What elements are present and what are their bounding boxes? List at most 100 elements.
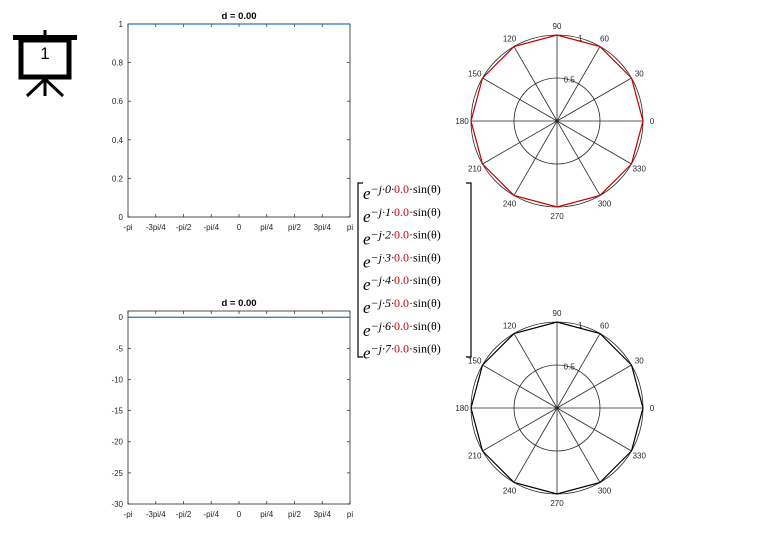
polar-top-spoke — [556, 120, 632, 165]
polar-bottom-spoke — [556, 407, 601, 483]
bottom-chart-title: d = 0.00 — [221, 298, 256, 309]
polar-top-spoke — [556, 120, 601, 196]
top-chart-x-tick-label: -pi — [124, 223, 133, 232]
matrix-row: e−j·7·0.0·sin(θ) — [363, 342, 441, 363]
polar-bottom-angle-label: 0 — [650, 404, 655, 413]
bottom-chart-x-tick-label: -pi — [124, 510, 133, 519]
top-chart-x-tick-label: pi/2 — [288, 223, 301, 232]
polar-bottom-angle-label: 60 — [600, 322, 609, 331]
polar-top-angle-label: 300 — [598, 199, 612, 208]
polar-top-angle-label: 150 — [468, 70, 482, 79]
matrix-left-bracket — [357, 182, 363, 358]
polar-pattern-top: 0 30 60 90 120 150 180 210 240 270 300 330 0.5 1 — [455, 22, 654, 221]
polar-top-spoke — [482, 77, 558, 122]
bottom-chart-x-tick-label: -pi/4 — [203, 510, 219, 519]
polar-bottom-angle-label: 90 — [553, 309, 562, 318]
bottom-chart-x-tick-label: pi/4 — [260, 510, 273, 519]
polar-bottom-spoke — [482, 364, 558, 409]
polar-top-angle-label: 180 — [455, 117, 469, 126]
bottom-chart-y-tick-label: -5 — [116, 344, 124, 353]
polar-bottom-spoke — [513, 333, 558, 409]
matrix-row: e−j·4·0.0·sin(θ) — [363, 273, 441, 294]
polar-pattern-bottom: 0 30 60 90 120 150 180 210 240 270 300 330 0.5 1 — [455, 309, 654, 508]
polar-top-spoke — [556, 77, 632, 122]
polar-top-spoke — [513, 120, 558, 196]
polar-bottom-angle-label: 270 — [550, 499, 564, 508]
bottom-chart-y-tick-label: -25 — [111, 469, 123, 478]
polar-bottom-spoke — [513, 407, 558, 483]
polar-bottom-angle-label: 180 — [455, 404, 469, 413]
matrix-row: e−j·2·0.0·sin(θ) — [363, 228, 441, 249]
polar-bottom-angle-label: 120 — [503, 322, 517, 331]
top-chart-x-tick-label: pi — [347, 223, 353, 232]
matrix-right-bracket — [466, 182, 472, 358]
polar-top-angle-label: 120 — [503, 35, 517, 44]
polar-bottom-radial-label: 1 — [578, 321, 583, 330]
polar-top-angle-label: 30 — [635, 70, 644, 79]
polar-bottom-angle-label: 210 — [468, 452, 482, 461]
top-chart-axes-box — [127, 23, 351, 218]
matrix-row: e−j·5·0.0·sin(θ) — [363, 296, 441, 317]
bottom-chart-x-tick-label: -3pi/4 — [146, 510, 167, 519]
polar-bottom-radial-label: 0.5 — [564, 362, 576, 371]
bottom-chart-y-tick-label: -20 — [111, 438, 123, 447]
polar-top-angle-label: 210 — [468, 165, 482, 174]
slide-number-icon: 1 — [10, 30, 80, 100]
top-chart-y-tick-label: 0.6 — [112, 97, 124, 106]
polar-top-angle-label: 0 — [650, 117, 655, 126]
top-chart-x-tick-label: -pi/2 — [176, 223, 192, 232]
matrix-row: e−j·1·0.0·sin(θ) — [363, 205, 441, 226]
steering-vector-matrix: e−j·0·0.0·sin(θ)e−j·1·0.0·sin(θ)e−j·2·0.… — [357, 182, 472, 363]
polar-top-pattern-line — [470, 34, 644, 208]
bottom-chart-x-tick-label: -pi/2 — [176, 510, 192, 519]
top-chart-y-tick-label: 0.8 — [112, 59, 124, 68]
polar-bottom-angle-label: 300 — [598, 486, 612, 495]
polar-top-radial-label: 1 — [578, 34, 583, 43]
polar-bottom-angle-label: 240 — [503, 486, 517, 495]
top-chart-x-tick-label: -pi/4 — [203, 223, 219, 232]
polar-top-spoke — [482, 120, 558, 165]
top-chart-title: d = 0.00 — [221, 11, 256, 22]
top-chart-x-tick-label: 3pi/4 — [314, 223, 332, 232]
polar-bottom-angle-label: 150 — [468, 357, 482, 366]
magnitude-db-chart: d = 0.00 -pi -3pi/4 -pi/2 -pi/4 0 pi/4 pi/2 3pi/… — [111, 298, 353, 519]
presentation-board-icon — [13, 30, 77, 98]
top-chart-y-tick-label: 0.2 — [112, 174, 124, 183]
polar-top-angle-label: 60 — [600, 35, 609, 44]
polar-bottom-pattern-line — [470, 321, 644, 495]
bottom-chart-x-tick-label: 0 — [237, 510, 242, 519]
bottom-chart-y-tick-label: -10 — [111, 375, 123, 384]
polar-top-angle-label: 240 — [503, 199, 517, 208]
polar-bottom-spoke — [556, 407, 632, 452]
magnitude-chart: d = 0.00 -pi -3pi/4 -pi/2 -pi/4 0 pi/4 pi/2 3pi/… — [112, 11, 353, 232]
matrix-row: e−j·6·0.0·sin(θ) — [363, 319, 441, 340]
polar-bottom-angle-label: 330 — [633, 452, 647, 461]
top-chart-x-tick-label: pi/4 — [260, 223, 273, 232]
top-chart-x-tick-label: 0 — [237, 223, 242, 232]
matrix-row: e−j·3·0.0·sin(θ) — [363, 250, 441, 271]
polar-bottom-angle-label: 30 — [635, 357, 644, 366]
slide-number: 1 — [40, 44, 50, 63]
top-chart-y-tick-label: 1 — [119, 20, 124, 29]
bottom-chart-y-tick-label: -15 — [111, 407, 123, 416]
matrix-row: e−j·0·0.0·sin(θ) — [363, 182, 441, 203]
polar-top-spoke — [513, 46, 558, 122]
polar-top-angle-label: 90 — [553, 22, 562, 31]
bottom-chart-x-tick-label: pi/2 — [288, 510, 301, 519]
bottom-chart-y-tick-label: 0 — [119, 313, 124, 322]
polar-top-spoke — [556, 46, 601, 122]
bottom-chart-y-tick-label: -30 — [111, 500, 123, 509]
polar-bottom-spoke — [556, 364, 632, 409]
top-chart-y-tick-label: 0 — [119, 213, 124, 222]
polar-top-angle-label: 270 — [550, 212, 564, 221]
bottom-chart-x-tick-label: 3pi/4 — [314, 510, 332, 519]
polar-top-radial-label: 0.5 — [564, 75, 576, 84]
top-chart-y-tick-label: 0.4 — [112, 136, 124, 145]
bottom-chart-axes-box — [127, 310, 351, 505]
bottom-chart-x-tick-label: pi — [347, 510, 353, 519]
polar-bottom-spoke — [482, 407, 558, 452]
polar-top-angle-label: 330 — [633, 165, 647, 174]
polar-bottom-spoke — [556, 333, 601, 409]
top-chart-x-tick-label: -3pi/4 — [146, 223, 167, 232]
